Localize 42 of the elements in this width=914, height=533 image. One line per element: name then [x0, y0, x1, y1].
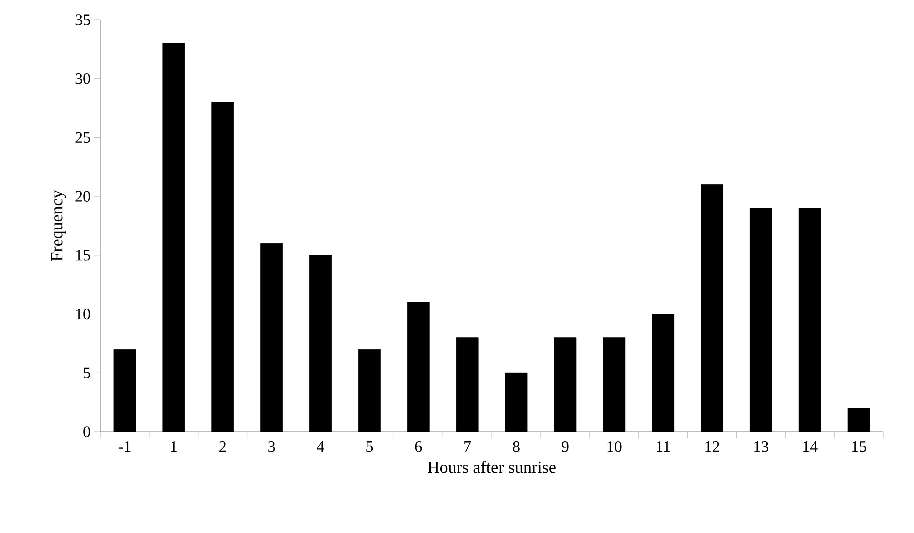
x-tick-label: 14	[804, 442, 818, 452]
x-tick-label: 8	[513, 442, 520, 452]
bar	[798, 208, 822, 432]
bar	[848, 408, 870, 432]
y-tick-label: 35	[76, 14, 90, 26]
y-tick-label: 25	[76, 132, 90, 144]
x-tick-label: -1	[118, 442, 131, 452]
bar	[358, 349, 381, 432]
y-tick-label: 15	[76, 250, 90, 261]
y-axis-title: Frequency	[51, 190, 66, 262]
x-tick-label: 11	[657, 442, 670, 452]
x-axis-title: Hours after sunrise	[428, 461, 556, 474]
bar	[750, 208, 772, 432]
x-tick-label: 1	[171, 442, 177, 452]
x-tick-label: 12	[706, 442, 720, 452]
x-tick-label: 13	[754, 442, 769, 452]
x-tick-label: 7	[464, 442, 472, 452]
y-tick-label: 20	[76, 191, 90, 202]
x-tick-label: 9	[562, 442, 569, 452]
x-tick-label: 4	[317, 442, 324, 452]
bar	[407, 302, 430, 432]
bar	[652, 314, 675, 432]
bar	[456, 338, 479, 432]
bar	[260, 243, 284, 432]
bar	[162, 43, 186, 432]
bar	[114, 349, 136, 432]
bar	[603, 338, 626, 432]
bar	[310, 255, 332, 432]
bar	[554, 338, 577, 432]
y-tick-label: 10	[76, 308, 90, 320]
bar	[505, 372, 528, 432]
bar	[212, 102, 234, 432]
x-tick-label: 5	[366, 442, 374, 452]
x-tick-label: 3	[268, 442, 276, 452]
x-tick-label: 6	[415, 442, 422, 452]
x-tick-label: 2	[220, 442, 226, 452]
x-tick-label: 10	[608, 442, 622, 452]
y-tick-label: 0	[84, 426, 90, 438]
y-tick-label: 5	[84, 368, 90, 378]
bar	[701, 184, 724, 432]
y-tick-label: 30	[76, 73, 90, 84]
x-tick-label: 15	[852, 442, 866, 452]
